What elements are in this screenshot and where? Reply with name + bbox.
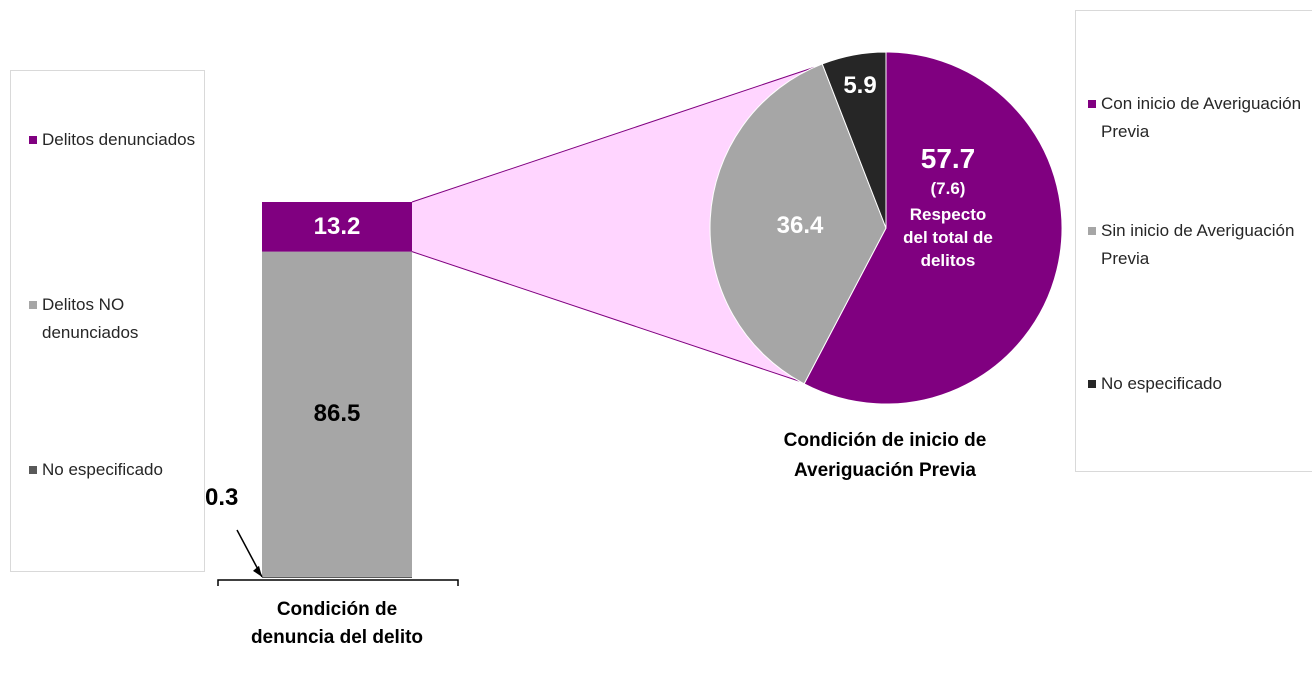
legend-entry: Delitos NO denunciados [29,291,197,347]
legend-swatch [29,301,37,309]
legend-label: No especificado [42,460,163,479]
legend-swatch [1088,380,1096,388]
annotation: Respecto del total de delitos [903,205,993,270]
chart-title: Condición de inicio de Averiguación Prev… [783,430,987,481]
bracket [217,579,459,586]
value-label: 36.4 [776,212,824,239]
value-label: 57.7 [920,143,976,174]
value-label: 0.3 [205,484,239,511]
legend-swatch [29,466,37,474]
legend-label: No especificado [1101,374,1222,393]
value-label: 86.5 [313,400,361,428]
pie-slice [709,63,887,385]
legend-entry: Sin inicio de Averiguación Previa [1088,217,1312,273]
connector [411,66,815,203]
x-label: Condición de denuncia del delito [250,599,424,648]
arrow-head [253,565,262,577]
legend-box [1075,10,1312,472]
value-label: 13.2 [313,212,361,240]
value-label: 5.9 [843,72,877,99]
legend-label: Delitos NO denunciados [42,295,139,342]
bar-segment [262,202,412,252]
legend-swatch [1088,100,1096,108]
legend-label: Delitos denunciados [42,130,196,149]
pie-slice [803,51,1063,405]
connector-area [412,67,815,382]
annotation: (7.6) [930,179,966,198]
legend-box [10,70,205,572]
legend-label: Sin inicio de Averiguación Previa [1101,221,1295,268]
pie-slice [821,51,887,229]
legend-label: Con inicio de Averiguación Previa [1101,94,1302,141]
legend-entry: Delitos denunciados [29,126,197,154]
legend-entry: No especificado [29,456,197,484]
legend-entry: Con inicio de Averiguación Previa [1088,90,1312,146]
legend-swatch [1088,227,1096,235]
legend-entry: No especificado [1088,370,1312,398]
bar-segment [262,251,412,577]
legend-swatch [29,136,37,144]
connector [411,251,800,382]
bar-segment [262,576,412,578]
